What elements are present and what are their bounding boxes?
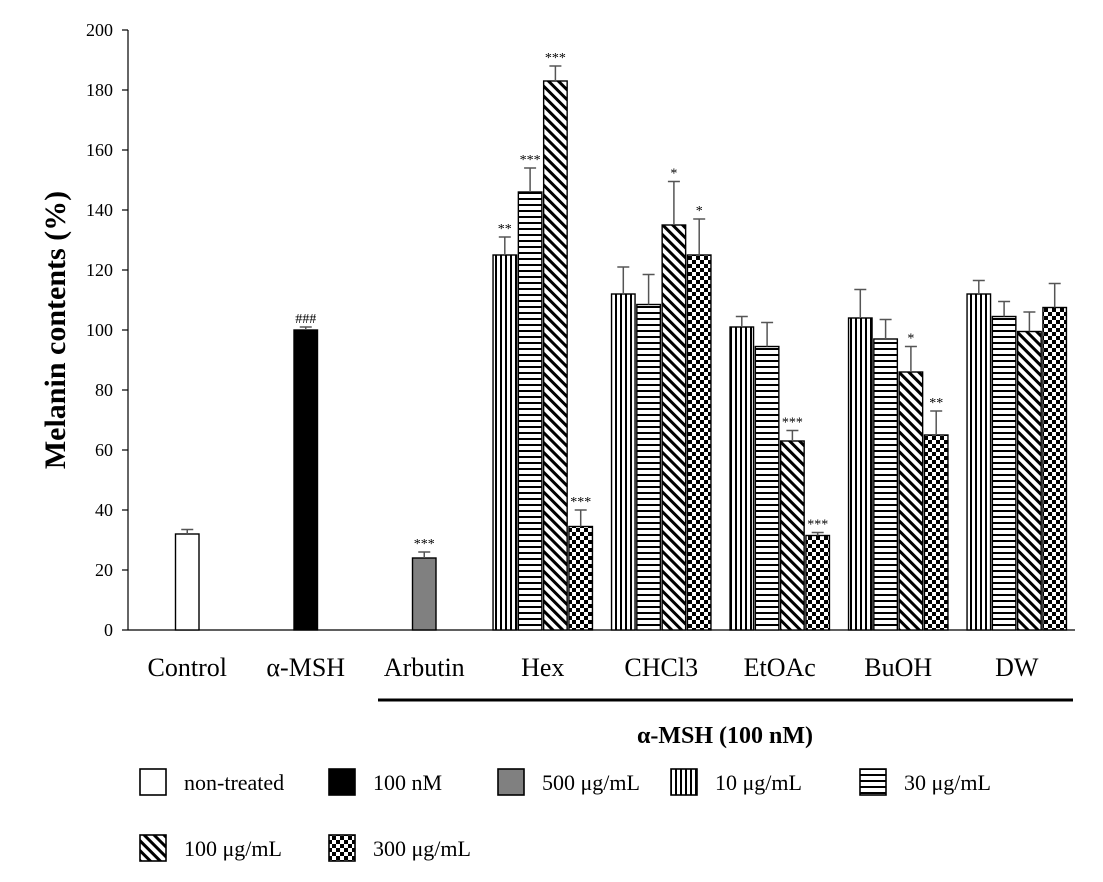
legend-label: 300 μg/mL [373,836,471,861]
bar [1042,306,1068,631]
bar [293,329,319,631]
x-tick-label: BuOH [864,653,932,682]
bar [779,440,805,631]
y-tick-label: 100 [86,320,113,340]
bar [1016,330,1042,631]
y-tick-label: 180 [86,80,113,100]
y-tick-label: 80 [95,380,113,400]
bar [873,338,899,631]
legend-swatch [328,768,356,796]
bar [966,293,992,631]
legend: non-treated 100 nM 500 μg/mL 10 μg/mL 30 μg/… [139,768,991,862]
y-tick-label: 120 [86,260,113,280]
x-tick-label: Control [148,653,227,682]
legend-swatch [328,834,356,862]
y-tick-label: 140 [86,200,113,220]
error-bars [181,65,1061,558]
significance-label: * [670,167,677,182]
bars [174,80,1068,631]
significance-label: * [696,204,703,219]
bar [923,434,949,631]
legend-swatch [670,768,698,796]
bar [411,557,437,631]
y-tick-label: 160 [86,140,113,160]
legend-swatch [859,768,887,796]
legend-label: 30 μg/mL [904,770,991,795]
bar [991,315,1017,631]
y-axis-title: Melanin contents (%) [39,191,72,469]
bar [686,254,712,631]
x-tick-label: Hex [521,653,564,682]
bar [898,371,924,631]
y-tick-label: 60 [95,440,113,460]
y-ticks: 0 20 40 60 80 100 120 140 160 180 200 [86,20,128,640]
bar [568,525,594,631]
significance-label: *** [520,153,541,168]
bar [517,191,543,631]
significance-label: *** [570,495,591,510]
bar [610,293,636,631]
y-tick-label: 40 [95,500,113,520]
x-tick-label: α-MSH [266,653,345,682]
significance-label: *** [807,518,828,533]
y-tick-label: 20 [95,560,113,580]
bar [661,224,687,631]
bar [729,326,755,631]
significance-label: *** [414,537,435,552]
legend-label: 100 nM [373,770,442,795]
x-tick-labels: Control α-MSH Arbutin Hex CHCl3 EtOAc BuOH DW [148,653,1039,682]
bar [542,80,568,631]
significance-labels: ###************************* [295,51,943,552]
treatment-bracket-label: α-MSH (100 nM) [637,723,813,749]
significance-label: *** [545,51,566,66]
significance-label: ** [929,396,943,411]
bar [754,345,780,631]
significance-label: ** [498,222,512,237]
bar [636,303,662,631]
bar [847,317,873,631]
y-tick-label: 200 [86,20,113,40]
legend-swatch [497,768,525,796]
legend-label: 10 μg/mL [715,770,802,795]
x-tick-label: DW [995,653,1039,682]
y-tick-label: 0 [104,620,113,640]
legend-label: 100 μg/mL [184,836,282,861]
legend-label: non-treated [184,770,284,795]
legend-swatch [139,834,167,862]
x-tick-label: EtOAc [744,653,816,682]
bar [492,254,518,631]
significance-label: * [907,332,914,347]
legend-swatch [139,768,167,796]
significance-label: *** [782,416,803,431]
bar [805,534,831,631]
x-tick-label: Arbutin [384,653,465,682]
bar [174,533,200,631]
x-tick-label: CHCl3 [624,653,698,682]
significance-label: ### [295,312,316,327]
legend-label: 500 μg/mL [542,770,640,795]
